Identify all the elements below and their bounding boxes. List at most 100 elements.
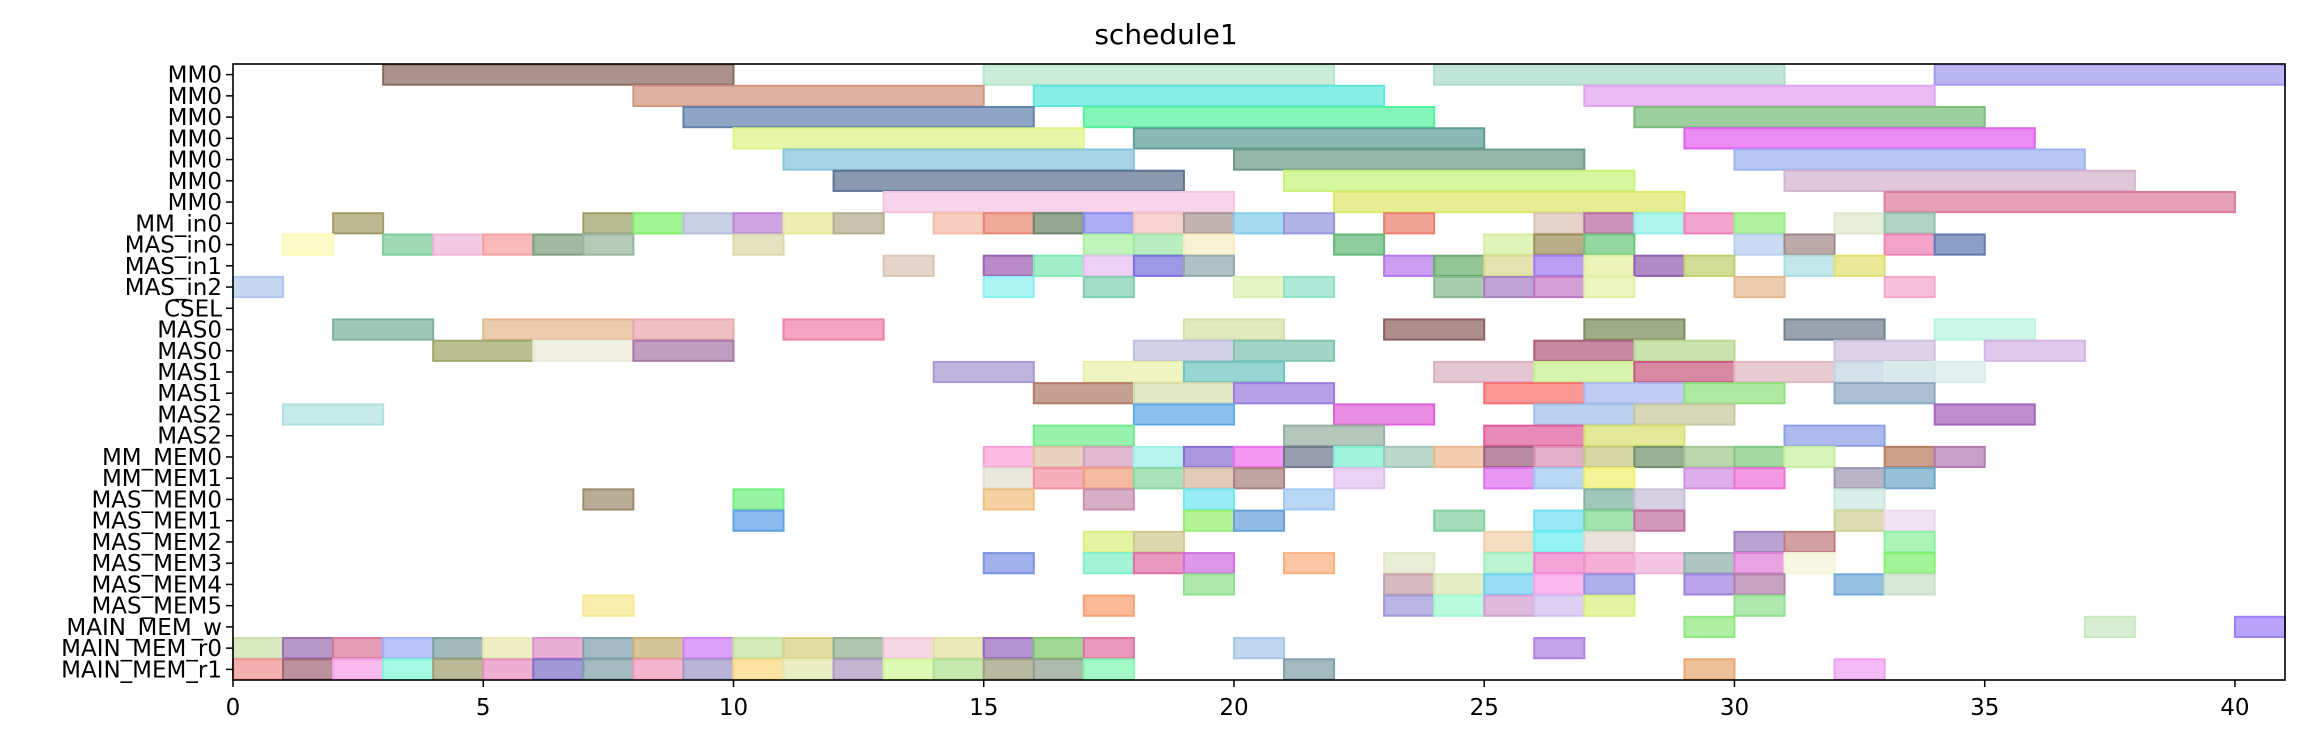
task-bar <box>1383 318 1486 341</box>
task-bar <box>1283 552 1336 575</box>
y-tick-label: MM0 <box>168 84 222 110</box>
task-bar <box>2233 615 2286 638</box>
task-bar <box>1583 552 1636 575</box>
task-bar <box>932 360 1035 384</box>
task-bar <box>1633 339 1736 362</box>
task-bar <box>1032 382 1135 405</box>
task-bar <box>1783 233 1836 256</box>
task-bar <box>832 658 885 681</box>
x-tick-label: 25 <box>1470 695 1499 721</box>
task-bar <box>682 212 735 235</box>
task-bar <box>1633 445 1686 469</box>
task-bar <box>1433 63 1786 86</box>
task-bar <box>732 212 785 235</box>
task-bar <box>1132 403 1235 426</box>
task-bar <box>882 637 935 660</box>
task-bar <box>1433 275 1486 299</box>
y-tick-label: MAS_in2 <box>125 275 222 301</box>
task-bar <box>1583 318 1686 341</box>
task-bar <box>582 594 635 617</box>
task-bar <box>1132 552 1185 575</box>
task-bar <box>982 658 1035 681</box>
y-tick-label: MM0 <box>168 126 222 152</box>
plot-frame <box>232 63 2286 681</box>
task-bar <box>1383 445 1436 469</box>
y-tick-label: MAS0 <box>157 339 222 365</box>
task-bar <box>1082 467 1135 490</box>
task-bar <box>1733 530 1786 554</box>
task-bar <box>1683 254 1736 277</box>
task-bar <box>1733 467 1786 490</box>
y-tick-label: MAS_MEM2 <box>91 530 222 556</box>
y-tick-label: MAIN_MEM_r1 <box>61 657 222 683</box>
task-bar <box>2083 615 2136 638</box>
task-bar <box>582 233 635 256</box>
task-bar <box>282 403 385 426</box>
task-bar <box>282 637 335 660</box>
y-tick-label: MM0 <box>168 63 222 89</box>
task-bar <box>1182 445 1235 469</box>
task-bar <box>1633 403 1736 426</box>
task-bar <box>1883 467 1936 490</box>
task-bar <box>1032 445 1085 469</box>
task-bar <box>732 233 785 256</box>
y-tick-label: MAS_MEM5 <box>91 594 222 620</box>
task-bar <box>332 212 385 235</box>
y-tick-label: MAS_in0 <box>125 233 222 259</box>
task-bar <box>982 212 1035 235</box>
task-bar <box>1283 445 1336 469</box>
task-bar <box>1733 552 1786 575</box>
task-bar <box>1533 509 1586 532</box>
task-bar <box>1533 530 1586 554</box>
task-bar <box>1082 445 1135 469</box>
task-bar <box>1433 573 1486 596</box>
task-bar <box>1132 254 1185 277</box>
task-bar <box>1082 552 1135 575</box>
task-bar <box>932 658 985 681</box>
task-bar <box>232 637 285 660</box>
task-bar <box>682 106 1035 129</box>
task-bar <box>582 658 635 681</box>
task-bar <box>1333 190 1686 214</box>
task-bar <box>1383 573 1436 596</box>
task-bar <box>532 339 635 362</box>
task-bar <box>1283 169 1636 192</box>
y-tick-label: MM_MEM0 <box>102 445 222 471</box>
task-bar <box>532 658 585 681</box>
task-bar <box>1533 573 1586 596</box>
task-bar <box>1333 233 1386 256</box>
task-bar <box>1583 445 1636 469</box>
task-bar <box>1032 212 1085 235</box>
task-bar <box>1082 594 1135 617</box>
task-bar <box>1082 254 1135 277</box>
task-bar <box>332 637 385 660</box>
task-bar <box>982 275 1035 299</box>
y-tick-label: MAS_in1 <box>125 254 222 280</box>
task-bar <box>1383 212 1436 235</box>
task-bar <box>1383 254 1436 277</box>
task-bar <box>1082 488 1135 511</box>
y-tick-label: MAS1 <box>157 381 222 407</box>
task-bar <box>1182 573 1235 596</box>
task-bar <box>982 552 1035 575</box>
task-bar <box>1733 445 1786 469</box>
task-bar <box>1833 254 1886 277</box>
task-bar <box>1433 360 1536 384</box>
task-bar <box>1533 254 1586 277</box>
task-bar <box>1883 233 1936 256</box>
task-bar <box>1783 169 2136 192</box>
y-tick-label: MM0 <box>168 148 222 174</box>
task-bar <box>1733 233 1786 256</box>
task-bar <box>282 233 335 256</box>
y-tick-label: MAS2 <box>157 402 222 428</box>
task-bar <box>1283 658 1336 681</box>
task-bar <box>1833 509 1886 532</box>
gantt-bars <box>232 63 2287 681</box>
task-bar <box>1483 552 1536 575</box>
y-tick-label: MAS_MEM4 <box>91 572 222 598</box>
y-tick-label: MAS_MEM3 <box>91 551 222 577</box>
task-bar <box>732 509 785 532</box>
task-bar <box>1082 658 1135 681</box>
task-bar <box>1533 360 1636 384</box>
task-bar <box>1683 127 2036 150</box>
